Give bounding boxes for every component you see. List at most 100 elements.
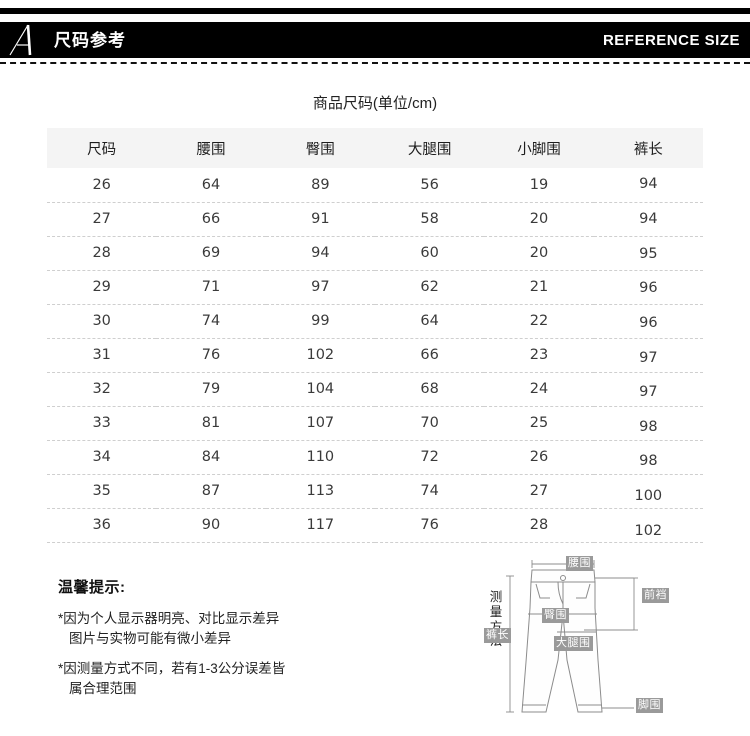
cell-尺码: 36 — [47, 508, 157, 543]
cell-length: 102 — [593, 508, 703, 543]
cell-小脚围: 25 — [484, 406, 594, 441]
cell-length: 100 — [593, 474, 703, 509]
cell-臀围: 102 — [265, 338, 375, 373]
header-dashed-divider — [0, 62, 750, 64]
cell-腰围: 71 — [156, 270, 266, 305]
cell-小脚围: 23 — [484, 338, 594, 373]
callout-rise: 前裆 — [642, 588, 669, 603]
cell-尺码: 35 — [47, 474, 157, 509]
table-header-row: 尺码 腰围 臀围 大腿围 小脚围 裤长 — [47, 128, 703, 168]
cell-大腿围: 72 — [374, 440, 485, 475]
callout-length: 裤长 — [484, 628, 511, 643]
table-row: 30 74 99 64 22 96 — [47, 304, 703, 339]
cell-腰围: 87 — [156, 474, 266, 509]
cell-尺码: 34 — [47, 440, 157, 475]
cell-大腿围: 56 — [374, 168, 485, 203]
tip-2-line-2: 属合理范围 — [69, 680, 137, 696]
size-table-head: 尺码 腰围 臀围 大腿围 小脚围 裤长 — [47, 128, 703, 168]
cell-腰围: 66 — [156, 202, 266, 237]
cell-尺码: 26 — [47, 168, 157, 203]
cell-大腿围: 74 — [374, 474, 485, 509]
tip-1-line-1: *因为个人显示器明亮、对比显示差异 — [58, 611, 280, 626]
table-row: 33 81 107 70 25 98 — [47, 406, 703, 441]
cell-臀围: 99 — [265, 304, 375, 339]
callout-hem: 脚围 — [636, 698, 663, 713]
cell-腰围: 90 — [156, 508, 266, 543]
cell-臀围: 107 — [265, 406, 375, 441]
cell-length: 98 — [593, 406, 703, 441]
callout-hip: 臀围 — [542, 608, 569, 623]
cell-尺码: 33 — [47, 406, 157, 441]
cell-length: 98 — [593, 440, 703, 475]
cell-小脚围: 27 — [484, 474, 594, 509]
cell-小脚围: 22 — [484, 304, 594, 339]
cell-大腿围: 58 — [374, 202, 485, 237]
header-title-cn: 尺码参考 — [54, 30, 126, 50]
table-row: 34 84 110 72 26 98 — [47, 440, 703, 475]
cell-小脚围: 21 — [484, 270, 594, 305]
page-header-banner: 尺码参考 REFERENCE SIZE — [0, 22, 750, 58]
cell-小脚围: 19 — [484, 168, 594, 203]
cell-length: 94 — [593, 202, 703, 237]
brand-logo-a-icon — [4, 22, 44, 58]
table-row: 35 87 113 74 27 100 — [47, 474, 703, 509]
cell-尺码: 28 — [47, 236, 157, 271]
cell-小脚围: 24 — [484, 372, 594, 407]
cell-臀围: 97 — [265, 270, 375, 305]
table-row: 28 69 94 60 20 95 — [47, 236, 703, 271]
callout-waist: 腰围 — [566, 556, 593, 571]
cell-大腿围: 76 — [374, 508, 485, 543]
cell-尺码: 30 — [47, 304, 157, 339]
tip-1-line-2: 图片与实物可能有微小差异 — [69, 630, 231, 646]
cell-length: 94 — [593, 168, 703, 203]
cell-臀围: 110 — [265, 440, 375, 475]
cell-腰围: 76 — [156, 338, 266, 373]
callout-thigh: 大腿围 — [554, 636, 593, 651]
tips-section: 温馨提示: *因为个人显示器明亮、对比显示差异 图片与实物可能有微小差异 *因测… — [58, 576, 388, 709]
cell-大腿围: 62 — [374, 270, 485, 305]
column-header-size: 尺码 — [47, 128, 157, 168]
measurement-diagram: 测量方法 — [466, 552, 750, 736]
column-header-thigh: 大腿围 — [374, 128, 485, 168]
cell-length: 97 — [593, 372, 703, 407]
cell-大腿围: 68 — [374, 372, 485, 407]
tip-2-line-1: *因测量方式不同，若有1-3公分误差皆 — [58, 661, 286, 677]
table-row: 26 64 89 56 19 94 — [47, 168, 703, 203]
cell-大腿围: 66 — [374, 338, 485, 373]
cell-腰围: 64 — [156, 168, 266, 203]
table-caption: 商品尺码(单位/cm) — [312, 95, 438, 112]
cell-大腿围: 64 — [374, 304, 485, 339]
column-header-waist: 腰围 — [156, 128, 266, 168]
cell-小脚围: 28 — [484, 508, 594, 543]
cell-臀围: 94 — [265, 236, 375, 271]
pants-illustration-icon — [506, 560, 638, 713]
column-header-length: 裤长 — [593, 128, 703, 168]
tips-heading: 温馨提示: — [58, 579, 126, 596]
cell-腰围: 79 — [156, 372, 266, 407]
cell-大腿围: 70 — [374, 406, 485, 441]
cell-臀围: 113 — [265, 474, 375, 509]
header-top-rule — [0, 8, 750, 14]
column-header-hem: 小脚围 — [484, 128, 594, 168]
size-table-container: 尺码 腰围 臀围 大腿围 小脚围 裤长 26 64 89 56 19 94 27 66 91 58… — [47, 128, 703, 543]
cell-腰围: 81 — [156, 406, 266, 441]
cell-腰围: 69 — [156, 236, 266, 271]
cell-大腿围: 60 — [374, 236, 485, 271]
cell-length: 96 — [593, 304, 703, 339]
cell-腰围: 84 — [156, 440, 266, 475]
table-row: 32 79 104 68 24 97 — [47, 372, 703, 407]
table-row: 27 66 91 58 20 94 — [47, 202, 703, 237]
column-header-hip: 臀围 — [265, 128, 375, 168]
tip-item-1: *因为个人显示器明亮、对比显示差异 图片与实物可能有微小差异 — [58, 609, 388, 648]
cell-尺码: 27 — [47, 202, 157, 237]
table-row: 31 76 102 66 23 97 — [47, 338, 703, 373]
cell-尺码: 31 — [47, 338, 157, 373]
cell-尺码: 32 — [47, 372, 157, 407]
cell-臀围: 117 — [265, 508, 375, 543]
cell-小脚围: 26 — [484, 440, 594, 475]
cell-小脚围: 20 — [484, 236, 594, 271]
cell-尺码: 29 — [47, 270, 157, 305]
header-title-en: REFERENCE SIZE — [602, 31, 740, 49]
cell-length: 95 — [593, 236, 703, 271]
size-table-body: 26 64 89 56 19 94 27 66 91 58 20 94 28 69 94 60 20 95 29 71… — [47, 168, 703, 543]
